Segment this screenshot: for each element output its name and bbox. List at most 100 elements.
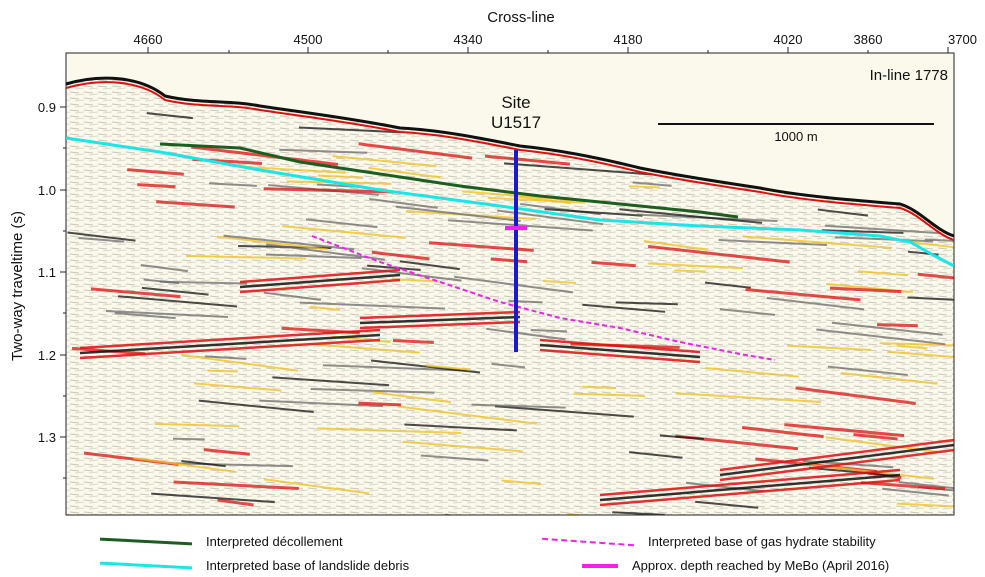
strong-reflector — [539, 348, 701, 364]
reflector-stroke — [503, 162, 653, 176]
decollement-line — [159, 142, 739, 219]
strong-reflector — [539, 343, 701, 359]
reflector-stroke — [305, 218, 378, 229]
inline-label: In-line 1778 — [870, 67, 948, 84]
legend: Interpreted décollement Interpreted base… — [0, 528, 985, 577]
reflector-stroke — [159, 280, 248, 285]
reflector-stroke — [917, 272, 954, 280]
reflector-stroke — [454, 275, 574, 294]
site-id-label: U1517 — [491, 113, 541, 132]
reflector-stroke — [282, 225, 406, 239]
reflector-stroke — [370, 359, 481, 374]
strong-reflector — [359, 320, 521, 330]
reflector-stroke — [615, 301, 678, 306]
reflector-stroke — [704, 281, 751, 289]
reflector-stroke — [173, 480, 299, 491]
reflector-stroke — [78, 236, 125, 243]
reflector-stroke — [659, 434, 704, 440]
legend-item-decollement: Interpreted décollement — [99, 534, 343, 549]
reflector-stroke — [114, 312, 176, 320]
reflector-stroke — [172, 437, 205, 441]
reflector-stroke — [392, 338, 434, 344]
reflector-stroke — [898, 481, 954, 490]
reflector-stroke — [612, 511, 665, 515]
legend-label-mebo: Approx. depth reached by MeBo (April 201… — [632, 558, 890, 573]
strong-reflector — [599, 473, 901, 502]
reflector-stroke — [361, 267, 462, 282]
reflector-stroke — [675, 392, 822, 404]
reflector-stroke — [530, 328, 568, 333]
reflector-stroke — [907, 296, 954, 301]
reflector-stroke — [298, 126, 400, 134]
top-tick-label: 4340 — [454, 32, 483, 47]
reflector-stroke — [853, 433, 898, 441]
reflector-stroke — [395, 205, 521, 222]
reflector-stroke — [265, 253, 362, 260]
reflector-stroke — [896, 344, 928, 350]
reflector-stroke — [369, 197, 438, 209]
strong-reflector — [359, 315, 521, 325]
seafloor-red — [66, 81, 954, 241]
reflector-stroke — [402, 440, 523, 453]
reflector-stroke — [471, 403, 566, 409]
top-tick-label: 3860 — [854, 32, 883, 47]
reflector-stroke — [484, 154, 571, 166]
top-tick-label: 4660 — [134, 32, 163, 47]
reflector-stroke — [879, 342, 954, 347]
reflector-stroke — [368, 166, 441, 179]
reflector-stroke — [118, 295, 238, 308]
reflector-stroke — [203, 448, 250, 456]
reflector-stroke — [695, 500, 759, 509]
reflector-stroke — [127, 168, 184, 176]
reflector-stroke — [745, 288, 861, 302]
reflector-stroke — [371, 250, 430, 261]
legend-item-gas-hydrate: Interpreted base of gas hydrate stabilit… — [542, 534, 876, 549]
strong-reflector — [719, 438, 954, 472]
reflector-stroke — [857, 270, 908, 277]
reflector-stroke — [544, 208, 643, 217]
reflector-stroke — [310, 387, 435, 394]
reflector-stroke — [632, 181, 672, 187]
strong-reflector — [719, 443, 954, 477]
reflector-stroke — [490, 257, 528, 264]
y-tick-label: 1.2 — [38, 348, 56, 363]
reflector-stroke — [204, 355, 247, 360]
reflector-stroke — [216, 235, 328, 251]
reflector-stroke — [404, 423, 517, 432]
y-tick-label: 0.9 — [38, 100, 56, 115]
top-tick-label: 3700 — [948, 32, 977, 47]
legend-item-landslide: Interpreted base of landslide debris — [99, 558, 409, 573]
y-tick-label: 1.0 — [38, 183, 56, 198]
reflector-stroke — [824, 224, 942, 235]
reflector-stroke — [831, 321, 943, 336]
reflector-stroke — [272, 376, 390, 387]
reflector-stroke — [208, 182, 257, 187]
reflector-stroke — [795, 386, 916, 405]
reflector-stroke — [315, 343, 420, 354]
legend-label-decollement: Interpreted décollement — [206, 534, 343, 549]
reflector-stroke — [487, 196, 586, 204]
reflector-stroke — [827, 365, 908, 376]
legend-swatch-mebo — [582, 563, 618, 568]
y-tick-label: 1.3 — [38, 430, 56, 445]
strong-reflector — [599, 478, 901, 507]
reflector-stroke — [628, 185, 660, 189]
reflector-stroke — [133, 457, 236, 473]
reflector-stroke — [741, 425, 824, 439]
reflector-stroke — [821, 229, 904, 234]
reflector-stroke — [263, 291, 322, 301]
reflector-stroke — [840, 371, 938, 385]
reflector-stroke — [501, 479, 542, 486]
strong-reflector — [599, 468, 901, 497]
reflector-stroke — [154, 422, 240, 428]
reflector-stroke — [67, 231, 136, 242]
seismic-reflectors — [67, 112, 954, 524]
reflector-stroke — [743, 235, 893, 249]
reflector-stroke — [175, 462, 293, 468]
reflector-stroke — [573, 392, 646, 397]
reflector-stroke — [887, 350, 954, 359]
reflector-stroke — [322, 364, 467, 372]
site-label: Site — [501, 93, 530, 112]
reflector-stroke — [784, 423, 905, 438]
reflector-stroke — [369, 516, 441, 524]
